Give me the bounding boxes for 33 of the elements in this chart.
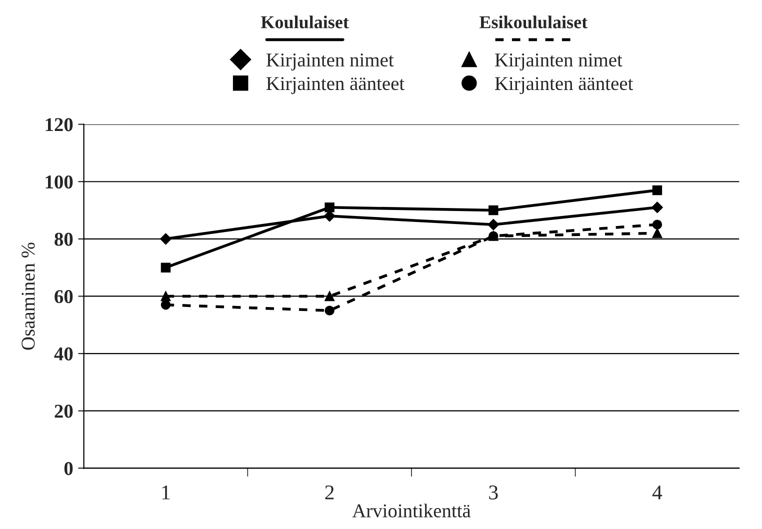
point	[488, 219, 499, 230]
y-tick-label: 20	[54, 404, 73, 418]
point	[160, 233, 172, 245]
y-tick-label: 100	[46, 175, 73, 189]
y-tick-label: 0	[64, 462, 73, 476]
legend-label: Kirjainten äänteet	[266, 77, 404, 94]
point	[652, 228, 662, 238]
point	[324, 306, 334, 316]
point	[324, 291, 334, 302]
y-tick-label: 80	[54, 232, 73, 246]
point	[324, 202, 334, 212]
x-tick-label: 3	[489, 485, 498, 500]
point	[652, 220, 662, 230]
point	[652, 202, 663, 214]
y-tick-label: 120	[46, 118, 73, 132]
legend-label: Kirjainten nimet	[495, 53, 622, 70]
x-tick-label: 2	[325, 485, 334, 500]
legend-label: Kirjainten nimet	[266, 53, 394, 70]
point	[652, 185, 662, 196]
legend-label: Kirjainten äänteet	[495, 77, 634, 94]
point	[488, 231, 498, 241]
point	[160, 262, 171, 272]
point	[488, 205, 498, 216]
point	[160, 300, 171, 310]
x-tick-label: 4	[652, 486, 662, 500]
y-axis-title: Osaaminen %	[22, 242, 35, 350]
x-tick-label: 1	[162, 486, 170, 500]
y-tick-label: 60	[54, 290, 73, 304]
x-axis-title: Arviointikenttä	[352, 504, 471, 518]
text: Esikoululaiset	[480, 16, 588, 28]
point	[160, 291, 171, 302]
text: Koululaiset	[260, 16, 349, 28]
y-tick-label: 40	[54, 347, 73, 360]
